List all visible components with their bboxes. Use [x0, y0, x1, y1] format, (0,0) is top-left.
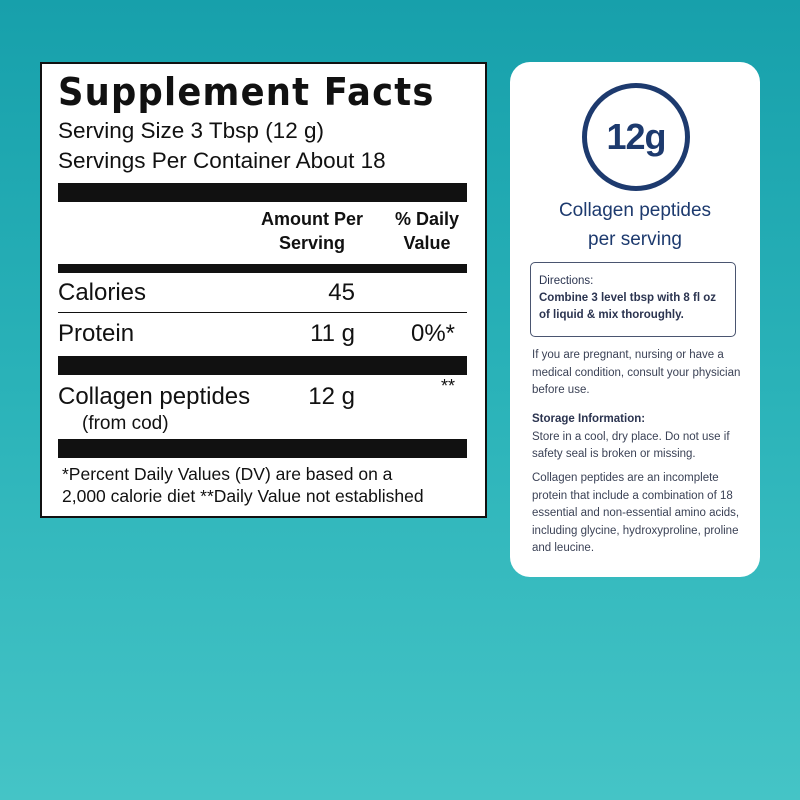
- row-amount: 11 g: [310, 320, 355, 347]
- divider-bar: [58, 439, 467, 458]
- row-amount: 45: [328, 279, 355, 306]
- collagen-badge: 12g: [582, 83, 690, 191]
- servings-per-container: Servings Per Container About 18: [58, 148, 386, 173]
- serving-size: Serving Size 3 Tbsp (12 g): [58, 118, 324, 143]
- amount-header: Amount Per Serving: [260, 209, 363, 253]
- row-sub: (from cod): [82, 413, 169, 434]
- footnote: *Percent Daily Values (DV) are based on …: [62, 464, 393, 484]
- warning-text: If you are pregnant, nursing or have a m…: [532, 349, 741, 396]
- storage-info: Storage Information: Store in a cool, dry…: [532, 413, 730, 460]
- card-subtitle: Collagen peptides per serving: [558, 200, 712, 250]
- footnote: 2,000 calorie diet **Daily Value not est…: [62, 486, 424, 506]
- row-name: Protein: [58, 320, 135, 347]
- row-dv: **: [440, 376, 455, 396]
- divider-bar: [58, 183, 467, 202]
- collagen-info: Collagen peptides are an incomplete prot…: [532, 472, 740, 554]
- directions-box: Directions: Combine 3 level tbsp with 8 …: [530, 262, 736, 337]
- dv-header: % Daily Value: [394, 209, 460, 253]
- row-name: Calories: [58, 279, 147, 306]
- row-amount: 12 g: [308, 383, 355, 410]
- divider-line: [58, 312, 467, 313]
- supplement-facts-label: Supplement Facts Serving Size 3 Tbsp (12…: [40, 62, 487, 518]
- info-card: 12g Collagen peptides per serving Directi…: [510, 62, 760, 577]
- row-dv: 0%*: [410, 320, 455, 347]
- label-title: Supplement Facts: [58, 70, 435, 114]
- row-name: Collagen peptides: [58, 383, 251, 410]
- divider-bar: [58, 356, 467, 375]
- divider-bar: [58, 264, 467, 273]
